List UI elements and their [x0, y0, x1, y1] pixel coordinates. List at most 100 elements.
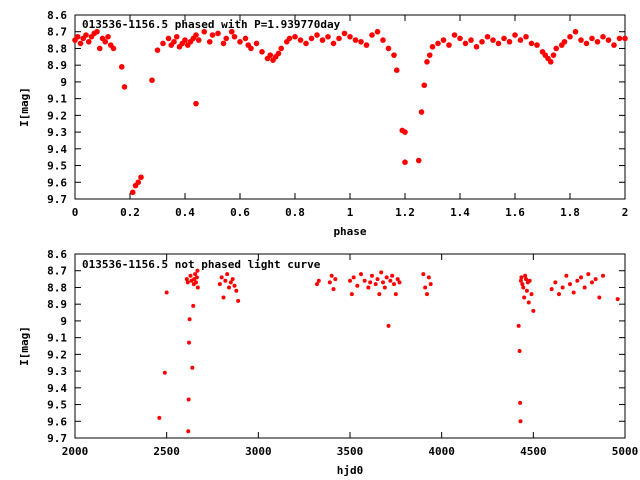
data-point: [77, 40, 84, 47]
data-point: [468, 37, 474, 43]
data-point: [165, 35, 172, 42]
data-point: [110, 45, 117, 52]
x-axis-label: hjd0: [337, 464, 364, 477]
y-tick-label: 8.7: [47, 265, 67, 278]
data-point: [386, 323, 391, 328]
data-point: [451, 32, 458, 38]
x-tick-label: 2: [622, 206, 629, 219]
data-point: [236, 298, 241, 303]
data-point: [517, 37, 524, 43]
data-point: [380, 37, 386, 43]
x-tick-label: 5000: [612, 445, 639, 458]
data-point: [185, 280, 190, 285]
x-tick-label: 2500: [153, 445, 180, 458]
data-point: [479, 38, 485, 45]
data-point: [221, 295, 226, 300]
data-point: [209, 32, 216, 38]
data-point: [228, 28, 235, 35]
x-tick-label: 4500: [520, 445, 547, 458]
x-axis: 0 0.2 0.4 0.6 0.8 1 1.2 1.4 1.6 1.8 2: [72, 15, 629, 219]
data-point: [560, 285, 565, 290]
data-point: [583, 40, 590, 47]
data-point: [308, 35, 315, 42]
data-point: [457, 35, 463, 42]
data-point: [188, 273, 193, 278]
x-axis: 2000 2500 3000 3500 4000 4500 5000: [62, 254, 639, 458]
y-tick-label: 8.7: [47, 26, 67, 39]
data-point: [616, 35, 623, 42]
data-point: [171, 38, 177, 45]
data-point: [518, 400, 523, 405]
data-point: [366, 285, 371, 290]
data-point: [421, 272, 426, 277]
y-tick-label: 9.5: [47, 399, 67, 412]
data-point: [572, 28, 579, 35]
data-point: [547, 59, 554, 65]
data-point: [381, 280, 385, 285]
data-point: [297, 37, 304, 43]
data-point: [501, 35, 507, 42]
y-tick-label: 9.2: [47, 109, 67, 122]
data-point: [347, 33, 353, 40]
data-point: [605, 37, 612, 43]
data-point: [352, 37, 359, 43]
data-point: [589, 35, 595, 42]
data-point: [375, 277, 380, 282]
data-point: [611, 42, 617, 48]
data-point: [402, 129, 408, 135]
data-point: [118, 64, 125, 70]
data-point: [149, 77, 155, 84]
data-point: [362, 278, 367, 283]
data-point: [234, 288, 239, 293]
data-point: [429, 43, 436, 50]
data-point: [193, 32, 199, 38]
y-tick-label: 9.1: [47, 332, 67, 345]
data-point: [561, 38, 568, 45]
data-point: [553, 45, 560, 52]
x-tick-label: 4000: [428, 445, 455, 458]
data-point: [579, 275, 583, 280]
y-tick-label: 8.8: [47, 42, 67, 55]
data-point: [190, 365, 195, 370]
data-point: [121, 84, 128, 90]
data-point: [615, 297, 620, 302]
data-point: [425, 292, 429, 297]
data-point: [319, 37, 326, 43]
data-point: [495, 40, 502, 47]
data-point: [517, 349, 522, 354]
data-point: [426, 52, 433, 58]
data-point: [223, 278, 228, 283]
data-points: [72, 28, 628, 196]
data-point: [622, 35, 628, 42]
data-point: [206, 38, 213, 45]
data-point: [521, 285, 526, 290]
x-tick-label: 3000: [245, 445, 272, 458]
data-point: [220, 40, 227, 47]
data-point: [336, 35, 342, 42]
data-point: [524, 288, 529, 293]
data-point: [187, 340, 192, 345]
data-point: [531, 308, 536, 313]
data-point: [363, 42, 370, 48]
y-tick-label: 9.3: [47, 365, 67, 378]
y-tick-label: 8.9: [47, 59, 67, 72]
data-point: [435, 40, 441, 47]
data-point: [575, 278, 580, 283]
data-point: [567, 33, 573, 40]
data-point: [193, 100, 199, 107]
data-point: [600, 33, 606, 40]
y-axis-label: I[mag]: [18, 326, 31, 366]
data-point: [393, 292, 398, 297]
data-point: [391, 52, 397, 58]
data-point: [186, 397, 191, 402]
data-point: [355, 283, 360, 288]
data-point: [223, 35, 230, 42]
unphased-light-curve-panel: 013536-1156.5 not phased light curve hjd…: [18, 248, 638, 477]
data-point: [571, 290, 576, 295]
y-tick-label: 9.6: [47, 176, 67, 189]
data-point: [195, 37, 202, 43]
chart-title: 013536-1156.5 not phased light curve: [82, 258, 321, 271]
data-point: [232, 283, 237, 288]
data-point: [184, 277, 189, 282]
data-point: [534, 42, 540, 48]
